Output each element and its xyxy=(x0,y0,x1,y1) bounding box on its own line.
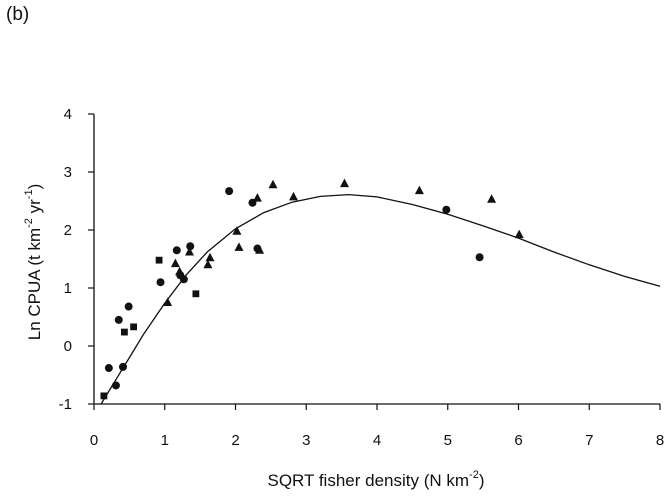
triangle-point xyxy=(487,194,497,203)
circle-point xyxy=(124,302,133,311)
circle-point xyxy=(119,362,128,371)
fit-curve xyxy=(100,193,661,405)
triangle-point xyxy=(234,242,244,251)
square-point xyxy=(100,392,108,400)
triangle-point xyxy=(170,258,180,268)
circle-point xyxy=(225,187,234,196)
fit-curve-group xyxy=(100,193,661,405)
markers xyxy=(100,178,524,400)
triangle-point xyxy=(252,193,262,202)
triangle-point xyxy=(163,297,173,306)
triangle-point xyxy=(514,229,524,239)
circle-point xyxy=(104,364,113,373)
triangle-point xyxy=(414,185,424,195)
square-point xyxy=(121,328,128,336)
triangle-point xyxy=(340,178,349,188)
x-tick-label: 0 xyxy=(90,432,98,449)
circle-point xyxy=(114,315,123,324)
x-tick-label: 6 xyxy=(514,432,522,449)
x-tick-label: 8 xyxy=(656,432,664,449)
y-tick-label: 3 xyxy=(64,164,72,181)
tick-labels: 0 1 2 3 4 5 6 7 8 -1 0 1 2 3 4 xyxy=(59,106,665,449)
circle-point xyxy=(111,381,120,390)
triangle-point xyxy=(289,191,298,201)
circle-point xyxy=(442,205,451,214)
circle-point xyxy=(475,253,484,262)
triangle-point xyxy=(205,252,215,262)
triangle-point xyxy=(268,179,278,189)
y-tick-label: 2 xyxy=(64,222,72,239)
ticks xyxy=(88,113,661,410)
y-tick-label: -1 xyxy=(59,396,72,413)
triangle-point xyxy=(203,259,213,269)
y-tick-label: 4 xyxy=(64,106,72,123)
x-tick-label: 4 xyxy=(373,432,381,449)
x-tick-label: 5 xyxy=(444,432,452,449)
triangle-point xyxy=(175,266,185,276)
circle-point xyxy=(172,246,181,255)
triangle-point xyxy=(185,247,194,256)
circle-point xyxy=(186,242,195,251)
circle-point xyxy=(156,278,165,287)
x-tick-label: 3 xyxy=(302,432,310,449)
triangle-point xyxy=(232,226,242,235)
y-axis-title: Ln CPUA (t km-2 yr-1) xyxy=(23,184,44,341)
y-tick-label: 1 xyxy=(64,280,72,297)
x-tick-label: 2 xyxy=(231,432,239,449)
x-axis-title: SQRT fisher density (N km-2) xyxy=(268,469,485,490)
panel-label: (b) xyxy=(6,4,30,25)
square-point xyxy=(155,256,163,264)
square-point xyxy=(130,323,138,331)
x-tick-label: 1 xyxy=(161,432,169,449)
y-tick-label: 0 xyxy=(64,338,72,355)
square-point xyxy=(192,290,200,298)
x-tick-label: 7 xyxy=(585,432,593,449)
circle-point xyxy=(179,275,188,284)
triangle-point xyxy=(255,245,265,254)
